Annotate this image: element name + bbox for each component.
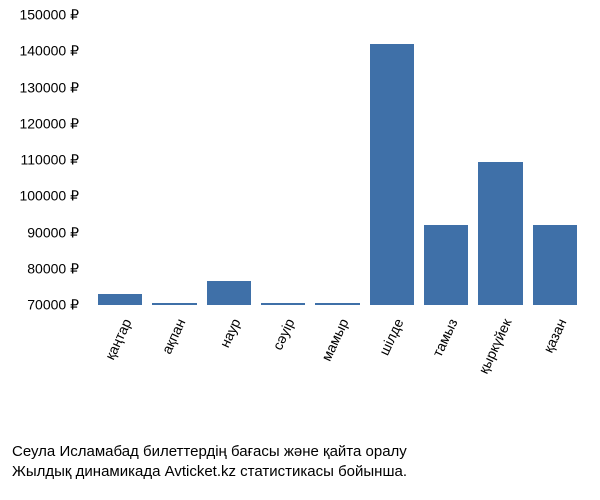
x-label-column: қаңтар <box>98 310 142 430</box>
y-tick-label: 150000 ₽ <box>19 7 79 24</box>
y-tick-label: 80000 ₽ <box>27 260 79 277</box>
y-tick-label: 70000 ₽ <box>27 297 79 314</box>
caption-line-1: Сеула Исламабад билеттердің бағасы және … <box>12 442 407 462</box>
bar <box>370 44 414 305</box>
bar <box>424 225 468 305</box>
y-tick-label: 100000 ₽ <box>19 188 79 205</box>
bar-column <box>478 162 522 305</box>
bar <box>152 303 196 305</box>
y-tick-label: 140000 ₽ <box>19 43 79 60</box>
x-tick-label: тамыз <box>429 316 460 359</box>
y-tick-label: 120000 ₽ <box>19 115 79 132</box>
x-label-column: ақпан <box>152 310 196 430</box>
y-tick-label: 90000 ₽ <box>27 224 79 241</box>
bar-column <box>370 44 414 305</box>
bar <box>315 303 359 305</box>
x-tick-label: сәуір <box>269 316 297 352</box>
caption-line-2: Жылдық динамикада Avticket.kz статистика… <box>12 462 407 482</box>
y-axis: 70000 ₽80000 ₽90000 ₽100000 ₽110000 ₽120… <box>0 15 85 305</box>
x-label-column: мамыр <box>315 310 359 430</box>
chart-caption: Сеула Исламабад билеттердің бағасы және … <box>12 442 407 483</box>
x-label-column: шілде <box>370 310 414 430</box>
bars-container <box>90 15 585 305</box>
x-tick-label: наур <box>216 316 243 350</box>
x-tick-label: ақпан <box>159 316 189 356</box>
bar-column <box>98 294 142 305</box>
y-tick-label: 110000 ₽ <box>21 152 79 169</box>
x-tick-label: қаңтар <box>102 316 135 362</box>
bar <box>98 294 142 305</box>
bar <box>207 281 251 305</box>
bar-column <box>152 303 196 305</box>
x-tick-label: қазан <box>540 316 570 355</box>
bar <box>261 303 305 305</box>
x-axis-labels: қаңтар ақпан наур сәуір мамыр шілде тамыз қыркү… <box>90 310 585 430</box>
x-label-column: сәуір <box>261 310 305 430</box>
x-label-column: наур <box>207 310 251 430</box>
bar-column <box>424 225 468 305</box>
y-tick-label: 130000 ₽ <box>19 79 79 96</box>
bar-column <box>315 303 359 305</box>
x-tick-label: мамыр <box>318 316 351 363</box>
x-tick-label: шілде <box>376 316 407 358</box>
chart-plot-area <box>90 15 585 305</box>
bar-column <box>207 281 251 305</box>
bar-column <box>533 225 577 305</box>
x-label-column: қазан <box>533 310 577 430</box>
bar <box>533 225 577 305</box>
x-label-column: тамыз <box>424 310 468 430</box>
x-tick-label: қыркүйек <box>476 316 515 376</box>
bar-column <box>261 303 305 305</box>
x-label-column: қыркүйек <box>478 310 522 430</box>
bar <box>478 162 522 305</box>
